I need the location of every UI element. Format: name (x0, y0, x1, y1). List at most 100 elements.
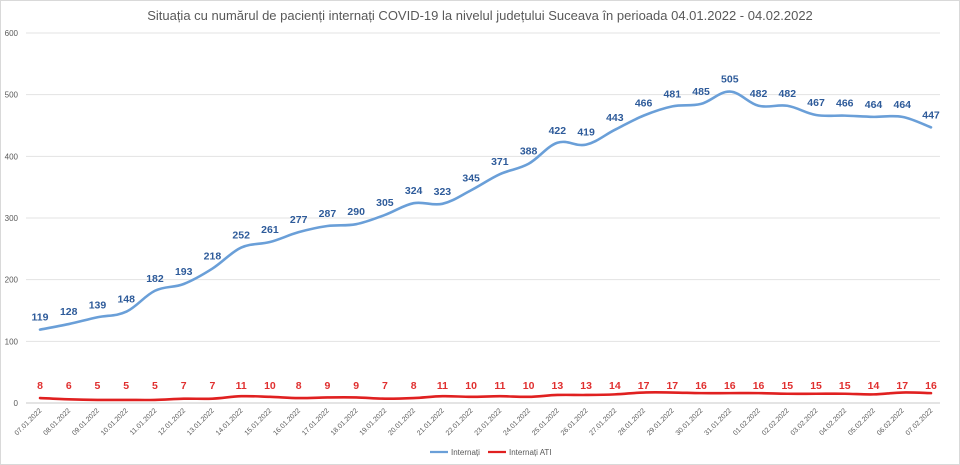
data-label: 252 (232, 230, 250, 242)
x-tick-label: 15.01.2022 (244, 407, 274, 437)
x-tick-label: 28.01.2022 (617, 407, 647, 437)
data-label: 13 (552, 380, 564, 392)
data-label: 10 (264, 380, 276, 392)
x-tick-label: 22.01.2022 (445, 407, 475, 437)
x-tick-label: 11.01.2022 (129, 407, 158, 436)
x-tick-label: 08.01.2022 (42, 407, 72, 437)
data-label: 16 (724, 380, 736, 392)
data-label: 11 (494, 380, 505, 392)
x-tick-label: 12.01.2022 (157, 407, 187, 437)
data-label: 148 (117, 294, 135, 306)
legend: Internați Internați ATI (430, 448, 552, 457)
data-label: 13 (580, 380, 592, 392)
data-label: 15 (781, 380, 793, 392)
x-tick-label: 27.01.2022 (589, 407, 619, 437)
data-label: 139 (89, 299, 107, 311)
data-label: 8 (37, 380, 43, 392)
y-tick-label: 600 (5, 29, 19, 38)
data-label: 7 (382, 380, 388, 392)
data-label: 467 (807, 97, 825, 109)
x-tick-label: 29.01.2022 (646, 407, 676, 437)
data-label: 14 (609, 380, 621, 392)
x-tick-label: 21.01.2022 (416, 407, 446, 437)
x-tick-label: 07.02.2022 (905, 407, 935, 437)
data-label: 7 (210, 380, 216, 392)
x-tick-label: 24.01.2022 (502, 407, 532, 437)
data-label: 287 (319, 208, 337, 220)
data-label: 9 (324, 380, 330, 392)
data-label: 9 (353, 380, 359, 392)
data-label: 443 (606, 112, 624, 124)
data-label: 447 (922, 109, 940, 121)
data-label: 466 (635, 98, 653, 110)
data-label: 16 (753, 380, 765, 392)
x-tick-label: 05.02.2022 (847, 407, 877, 437)
data-label: 10 (523, 380, 535, 392)
x-tick-label: 16.01.2022 (272, 407, 302, 437)
data-label: 419 (577, 127, 595, 139)
x-tick-label: 19.01.2022 (359, 407, 389, 437)
data-label: 16 (695, 380, 707, 392)
data-label: 323 (434, 186, 452, 198)
data-label: 8 (411, 380, 417, 392)
x-tick-label: 01.02.2022 (732, 407, 762, 437)
x-tick-label: 03.02.2022 (790, 407, 820, 437)
data-label: 193 (175, 266, 193, 278)
data-label: 182 (146, 273, 164, 285)
x-tick-label: 10.01.2022 (100, 407, 130, 437)
x-tick-label: 14.01.2022 (215, 407, 245, 437)
data-label: 482 (779, 88, 797, 100)
x-tick-label: 17.01.2022 (301, 407, 331, 437)
x-tick-label: 23.01.2022 (474, 407, 504, 437)
data-label: 15 (839, 380, 851, 392)
data-label: 10 (465, 380, 477, 392)
data-label: 8 (296, 380, 302, 392)
data-label: 14 (868, 380, 880, 392)
y-tick-label: 400 (5, 152, 19, 161)
x-tick-label: 30.01.2022 (675, 407, 705, 437)
y-tick-label: 100 (5, 337, 19, 346)
x-tick-label: 31.01.2022 (703, 407, 733, 437)
x-tick-label: 26.01.2022 (560, 407, 590, 437)
data-label: 15 (810, 380, 822, 392)
data-label: 11 (236, 380, 247, 392)
data-label: 485 (692, 86, 710, 98)
data-label: 261 (261, 224, 279, 236)
x-tick-label: 25.01.2022 (531, 407, 561, 437)
data-label: 6 (66, 380, 72, 392)
legend-label: Internați (451, 448, 480, 457)
data-label: 17 (666, 380, 678, 392)
data-label: 5 (95, 380, 101, 392)
data-label: 464 (865, 99, 883, 111)
data-label: 5 (152, 380, 158, 392)
y-tick-label: 500 (5, 91, 19, 100)
data-label: 11 (437, 380, 448, 392)
y-tick-label: 0 (14, 399, 19, 408)
data-label: 324 (405, 185, 423, 197)
data-label: 218 (204, 251, 222, 263)
data-label: 345 (462, 172, 480, 184)
data-label: 482 (750, 88, 768, 100)
chart-title: Situația cu numărul de pacienți internaț… (147, 8, 813, 23)
data-label: 119 (32, 312, 49, 324)
y-tick-label: 200 (5, 276, 19, 285)
data-label: 290 (347, 206, 365, 218)
x-tick-label: 18.01.2022 (330, 407, 360, 437)
y-axis: 0 100 200 300 400 500 600 (5, 29, 19, 408)
data-label: 464 (893, 99, 911, 111)
data-label: 5 (123, 380, 129, 392)
data-label: 371 (491, 156, 509, 168)
data-label: 16 (925, 380, 937, 392)
data-label: 17 (896, 380, 908, 392)
x-tick-label: 04.02.2022 (818, 407, 848, 437)
x-tick-label: 20.01.2022 (387, 407, 417, 437)
data-label: 505 (721, 74, 739, 86)
data-label: 466 (836, 98, 854, 110)
x-axis: 07.01.2022 08.01.2022 09.01.2022 10.01.2022… (14, 407, 935, 437)
data-label: 277 (290, 214, 308, 226)
series-line-internati-ati (38, 391, 933, 402)
data-label: 305 (376, 197, 394, 209)
x-tick-label: 09.01.2022 (71, 407, 101, 437)
